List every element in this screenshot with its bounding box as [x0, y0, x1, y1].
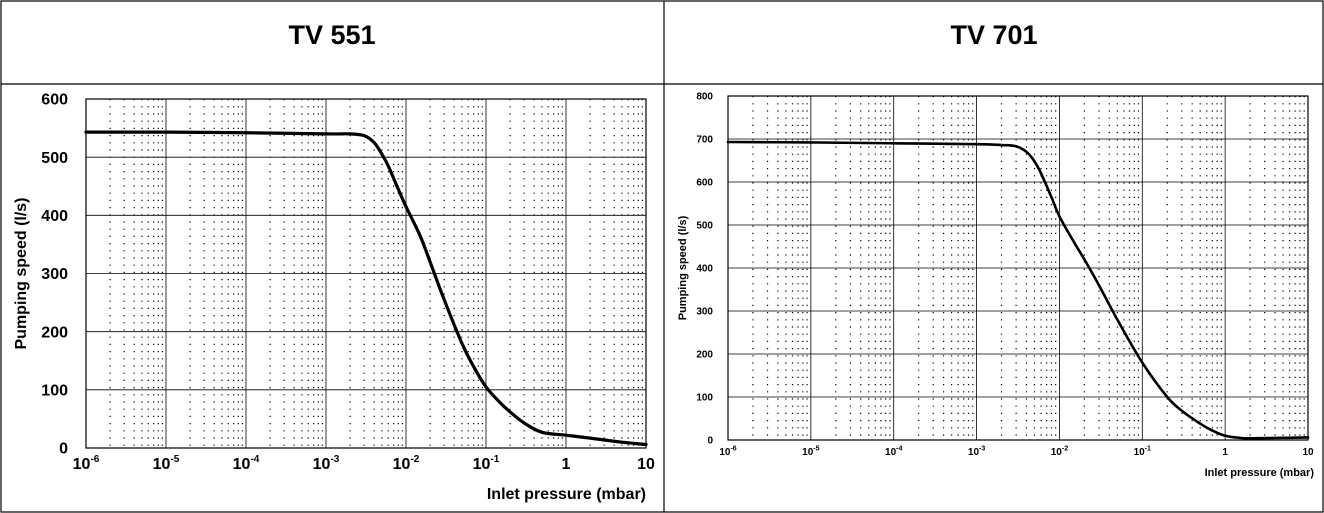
- x-tick-label: 1: [1222, 447, 1228, 458]
- y-tick-label: 400: [696, 264, 713, 275]
- plot-area-border: [727, 95, 1309, 441]
- x-tick-label: 10: [1302, 447, 1314, 458]
- x-axis-label: Inlet pressure (mbar): [487, 486, 646, 503]
- y-tick-label: 600: [41, 92, 68, 109]
- x-tick-label: 10-4: [885, 446, 902, 459]
- plot-area-border: [85, 98, 647, 449]
- y-tick-label: 700: [696, 135, 713, 146]
- y-tick-label: 100: [696, 393, 713, 404]
- x-tick-label: 10-6: [73, 454, 100, 473]
- y-axis-label: Pumping speed (l/s): [677, 215, 689, 320]
- x-tick-label: 10-5: [802, 446, 819, 459]
- x-tick-label: 10-1: [473, 454, 500, 473]
- x-axis-label: Inlet pressure (mbar): [1205, 467, 1315, 479]
- chart-tv551: 0 100 200 300 400 500 600 10-6 10-5 10-4 10-3 10-2 1…: [13, 92, 655, 503]
- x-tick-label: 10-3: [313, 454, 340, 473]
- chart-title-tv551: TV 551: [288, 20, 375, 50]
- x-tick-label: 10-2: [1051, 446, 1068, 459]
- x-tick-label: 10: [637, 456, 655, 473]
- y-axis-label: Pumping speed (l/s): [13, 197, 30, 349]
- y-tick-label: 400: [41, 208, 68, 225]
- y-tick-label: 200: [41, 324, 68, 341]
- y-tick-label: 200: [696, 350, 713, 361]
- x-tick-label: 10-1: [1134, 446, 1151, 459]
- y-tick-label: 0: [707, 436, 713, 447]
- x-tick-label: 10-5: [153, 454, 180, 473]
- y-tick-label: 800: [696, 92, 713, 103]
- chart-tv701: 0 100 200 300 400 500 600 700 800 10-6 10-5 10-4 10-…: [677, 92, 1314, 480]
- y-tick-label: 500: [41, 150, 68, 167]
- x-tick-label: 1: [562, 456, 571, 473]
- x-tick-label: 10-6: [719, 446, 736, 459]
- pumping-speed-line: [726, 140, 1310, 440]
- x-tick-label: 10-3: [968, 446, 985, 459]
- y-tick-label: 500: [696, 221, 713, 232]
- pumping-speed-line: [84, 130, 648, 447]
- y-tick-label: 600: [696, 178, 713, 189]
- chart-title-tv701: TV 701: [950, 20, 1037, 50]
- x-tick-label: 10-4: [233, 454, 260, 473]
- y-tick-label: 300: [696, 307, 713, 318]
- x-tick-label: 10-2: [393, 454, 420, 473]
- y-tick-label: 0: [59, 441, 68, 458]
- y-tick-label: 100: [41, 382, 68, 399]
- y-tick-label: 300: [41, 266, 68, 283]
